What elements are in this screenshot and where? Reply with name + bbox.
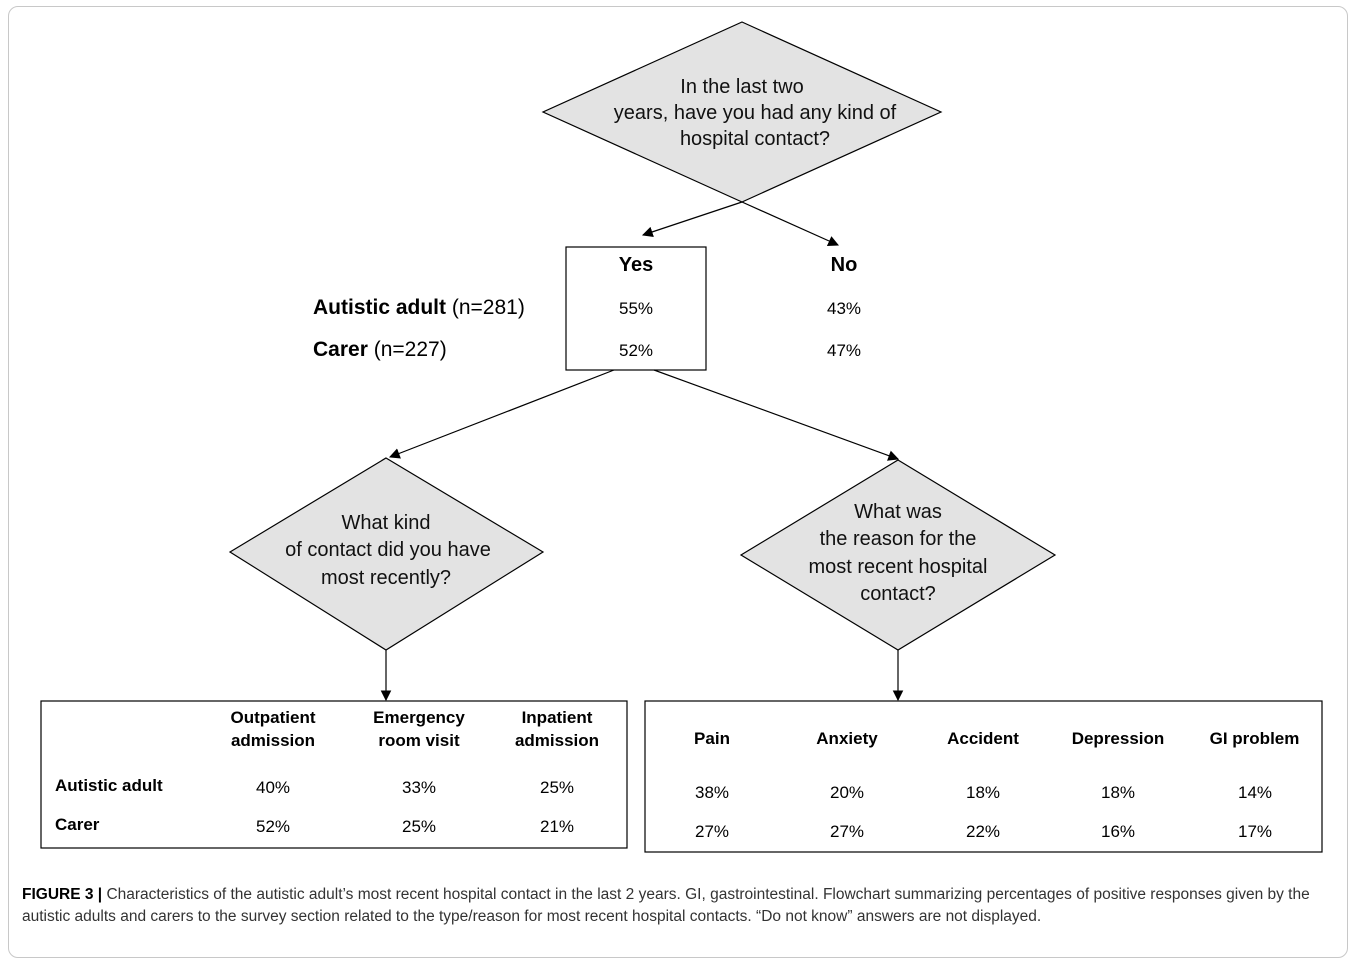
yes-box	[565, 246, 707, 371]
top-question-line-2: years, have you had any kind of	[614, 102, 897, 124]
header-line: Emergency	[373, 708, 465, 727]
answer-row-n: (n=227)	[373, 338, 447, 361]
contact-header-inpatient: Inpatient admission	[495, 706, 619, 752]
contact-header-emergency: Emergency room visit	[357, 706, 481, 752]
reason-question-line-4: contact?	[860, 583, 936, 605]
answer-row-bold: Autistic adult	[313, 296, 447, 319]
answer-no-autistic: 43%	[826, 299, 862, 318]
contact-question-line-2: of contact did you have	[285, 539, 491, 561]
arrow-to-reason-question	[653, 369, 900, 461]
yes-header: Yes	[618, 254, 654, 276]
no-header: No	[830, 254, 858, 276]
reason-decision-diamond	[739, 459, 1057, 651]
top-question-line-3: hospital contact?	[680, 128, 830, 150]
contact-cell: 21%	[539, 817, 575, 836]
header-line: admission	[230, 731, 316, 750]
reason-cell: 14%	[1237, 783, 1273, 802]
arrow-to-yes	[641, 201, 743, 238]
arrow-to-no	[741, 201, 839, 246]
contact-cell: 40%	[255, 778, 291, 797]
figure-label: FIGURE 3 |	[22, 886, 103, 903]
reason-cell: 38%	[694, 783, 730, 802]
contact-question-line-3: most recently?	[321, 567, 451, 589]
contact-cell: 25%	[539, 778, 575, 797]
header-line: admission	[514, 731, 600, 750]
reason-cell: 22%	[965, 822, 1001, 841]
arrow-to-contact-question	[388, 369, 615, 459]
top-question-line-1: In the last two	[680, 76, 803, 98]
reason-header-accident: Accident	[947, 729, 1019, 748]
reason-cell: 27%	[829, 822, 865, 841]
reason-cell: 18%	[965, 783, 1001, 802]
reason-cell: 20%	[829, 783, 865, 802]
answer-row-label-carer: Carer (n=227)	[313, 338, 447, 362]
header-line: Inpatient	[521, 708, 593, 727]
answer-row-bold: Carer	[313, 338, 368, 361]
reason-question-line-1: What was	[854, 501, 942, 523]
reason-cell: 16%	[1100, 822, 1136, 841]
contact-cell: 33%	[401, 778, 437, 797]
contact-row-label-autistic: Autistic adult	[55, 776, 163, 795]
reason-table-box	[644, 700, 1323, 853]
caption-text: Characteristics of the autistic adult’s …	[22, 886, 1310, 925]
contact-row-label-carer: Carer	[55, 815, 100, 834]
reason-cell: 17%	[1237, 822, 1273, 841]
figure-caption: FIGURE 3 | Characteristics of the autist…	[22, 884, 1338, 928]
reason-cell: 27%	[694, 822, 730, 841]
figure-frame	[8, 6, 1348, 958]
reason-header-anxiety: Anxiety	[816, 729, 878, 748]
header-line: room visit	[378, 731, 460, 750]
flowchart: In the last two years, have you had any …	[40, 21, 1323, 853]
reason-question-line-2: the reason for the	[820, 528, 977, 550]
contact-cell: 25%	[401, 817, 437, 836]
contact-header-outpatient: Outpatient admission	[211, 706, 335, 752]
answer-yes-autistic: 55%	[618, 299, 654, 318]
answer-row-n: (n=281)	[451, 296, 525, 319]
contact-question-line-1: What kind	[342, 512, 431, 534]
contact-table-box	[40, 700, 628, 849]
reason-header-depression: Depression	[1071, 729, 1165, 748]
reason-header-gi-problem: GI problem	[1209, 729, 1300, 748]
reason-cell: 18%	[1100, 783, 1136, 802]
contact-cell: 52%	[255, 817, 291, 836]
answer-no-carer: 47%	[826, 341, 862, 360]
header-line: Outpatient	[230, 708, 316, 727]
reason-header-pain: Pain	[694, 729, 730, 748]
reason-question-line-3: most recent hospital	[809, 556, 988, 578]
answer-yes-carer: 52%	[618, 341, 654, 360]
answer-row-label-autistic: Autistic adult (n=281)	[313, 296, 525, 320]
